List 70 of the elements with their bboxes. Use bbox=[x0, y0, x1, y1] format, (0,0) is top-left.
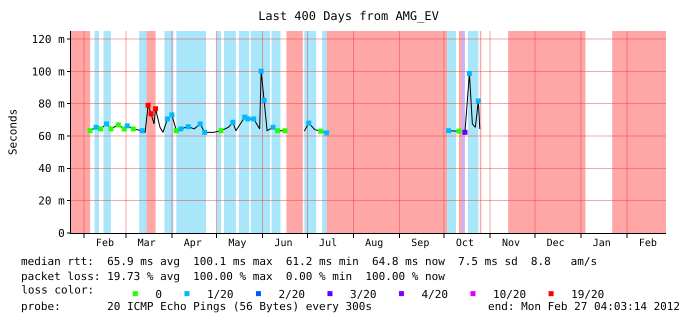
legend-label: 4/20 bbox=[421, 288, 448, 301]
point bbox=[108, 126, 114, 132]
point bbox=[306, 120, 312, 126]
y-tick-label: 20 m bbox=[38, 194, 66, 208]
x-tick-label: Dec bbox=[546, 238, 565, 249]
point bbox=[146, 102, 151, 108]
x-tick-label: Nov bbox=[502, 238, 520, 249]
point bbox=[456, 128, 462, 134]
y-axis-title: Seconds bbox=[6, 108, 20, 156]
chart-title: Last 400 Days from AMG_EV bbox=[258, 9, 439, 24]
point bbox=[202, 130, 208, 135]
legend-label: 19/20 bbox=[571, 288, 604, 301]
x-tick-label: Feb bbox=[638, 238, 657, 249]
legend-label: 10/20 bbox=[492, 288, 526, 301]
point bbox=[446, 128, 452, 134]
point bbox=[262, 98, 267, 103]
point bbox=[270, 124, 276, 130]
point bbox=[198, 121, 203, 126]
point bbox=[164, 116, 170, 122]
x-tick-label: Apr bbox=[184, 238, 202, 249]
x-tick-label: Jul bbox=[319, 238, 338, 249]
text: packet loss: 19.73 % avg 100.00 % max 0.00 % min 100.00 % now bbox=[21, 270, 446, 283]
point bbox=[218, 128, 224, 134]
y-tick-label: 100 m bbox=[32, 65, 66, 78]
legend-label: 1/20 bbox=[206, 288, 234, 301]
x-tick-label: Mar bbox=[138, 238, 156, 249]
point bbox=[230, 120, 236, 125]
point bbox=[169, 112, 174, 118]
text: end: Mon Feb 27 04:03:14 2012 bbox=[488, 300, 680, 313]
point bbox=[476, 98, 481, 104]
x-tick-label: Feb bbox=[96, 238, 114, 249]
point bbox=[324, 130, 330, 136]
point bbox=[148, 111, 154, 116]
point bbox=[318, 128, 324, 134]
point bbox=[124, 123, 130, 128]
x-tick-label: Jan bbox=[592, 238, 611, 249]
y-tick-label: 120 m bbox=[32, 32, 66, 46]
text: probe: 20 ICMP Echo Pings (56 Bytes) every 300s bbox=[21, 300, 372, 313]
point bbox=[282, 128, 288, 134]
y-tick-label: 40 m bbox=[38, 162, 66, 176]
point bbox=[94, 124, 99, 130]
point bbox=[88, 128, 93, 134]
point bbox=[251, 116, 256, 122]
y-tick-label: 0 bbox=[58, 226, 65, 240]
point bbox=[104, 121, 109, 126]
text: median rtt: 65.9 ms avg 100.1 ms max 61.2 ms min 64.8 ms now 7.5 ms sd 8.8 am/s bbox=[21, 255, 598, 268]
x-tick-label: Jun bbox=[274, 238, 292, 249]
point bbox=[462, 130, 468, 135]
point bbox=[130, 126, 136, 132]
point bbox=[178, 126, 184, 132]
point bbox=[153, 106, 158, 112]
point bbox=[245, 116, 250, 122]
x-tick-label: Oct bbox=[456, 238, 474, 249]
x-tick-label: Sep bbox=[411, 238, 430, 249]
point bbox=[186, 124, 191, 130]
point bbox=[258, 68, 264, 74]
point bbox=[174, 128, 179, 134]
x-tick-label: May bbox=[228, 238, 246, 249]
point bbox=[98, 126, 103, 132]
point bbox=[466, 71, 472, 76]
point bbox=[140, 128, 145, 134]
point bbox=[116, 122, 121, 128]
point bbox=[275, 128, 280, 134]
legend-title: loss color: bbox=[21, 283, 108, 296]
x-tick-label: Aug bbox=[365, 238, 384, 249]
legend-label: 2/20 bbox=[278, 288, 305, 301]
legend-label: 3/20 bbox=[350, 288, 376, 301]
y-tick-label: 80 m bbox=[38, 98, 66, 111]
y-tick-label: 60 m bbox=[38, 130, 66, 143]
legend-label: 0 bbox=[155, 288, 162, 301]
